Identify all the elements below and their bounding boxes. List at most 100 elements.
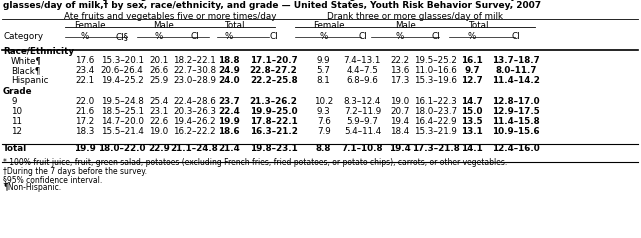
- Text: 20.7: 20.7: [390, 107, 410, 116]
- Text: %: %: [155, 32, 163, 41]
- Text: 19.9: 19.9: [218, 117, 240, 126]
- Text: 12.4–16.0: 12.4–16.0: [492, 144, 540, 153]
- Text: Male: Male: [154, 21, 174, 30]
- Text: 16.1: 16.1: [461, 56, 483, 65]
- Text: Total: Total: [3, 144, 28, 153]
- Text: Female: Female: [313, 21, 345, 30]
- Text: CI: CI: [358, 32, 367, 41]
- Text: 22.7–30.8: 22.7–30.8: [173, 66, 216, 75]
- Text: 18.6: 18.6: [218, 127, 240, 136]
- Text: %: %: [468, 32, 476, 41]
- Text: Category: Category: [3, 32, 43, 41]
- Text: 25.4: 25.4: [149, 97, 169, 106]
- Text: 21.3–26.2: 21.3–26.2: [249, 97, 297, 106]
- Text: %: %: [81, 32, 89, 41]
- Text: 20.1: 20.1: [149, 56, 169, 65]
- Text: 20.3–26.3: 20.3–26.3: [173, 107, 216, 116]
- Text: 21.6: 21.6: [76, 107, 95, 116]
- Text: 22.9: 22.9: [148, 144, 170, 153]
- Text: 17.2: 17.2: [76, 117, 95, 126]
- Text: 24.9: 24.9: [218, 66, 240, 75]
- Text: 15.3–20.1: 15.3–20.1: [101, 56, 144, 65]
- Text: CI: CI: [512, 32, 520, 41]
- Text: 22.4–28.6: 22.4–28.6: [173, 97, 216, 106]
- Text: 7.1–10.8: 7.1–10.8: [342, 144, 383, 153]
- Text: 12.8–17.0: 12.8–17.0: [492, 97, 540, 106]
- Text: Total: Total: [468, 21, 488, 30]
- Text: 8.0–11.7: 8.0–11.7: [495, 66, 537, 75]
- Text: 19.9: 19.9: [74, 144, 96, 153]
- Text: 18.3: 18.3: [75, 127, 95, 136]
- Text: 17.1–20.7: 17.1–20.7: [250, 56, 297, 65]
- Text: 16.3–21.2: 16.3–21.2: [249, 127, 297, 136]
- Text: 8.8: 8.8: [316, 144, 331, 153]
- Text: CI: CI: [431, 32, 440, 41]
- Text: CI: CI: [269, 32, 278, 41]
- Text: 18.8: 18.8: [218, 56, 240, 65]
- Text: 5.4–11.4: 5.4–11.4: [344, 127, 381, 136]
- Text: * 100% fruit juice, fruit, green salad, potatoes (excluding French fries, fried : * 100% fruit juice, fruit, green salad, …: [3, 158, 507, 167]
- Text: glasses/day of milk,† by sex, race/ethnicity, and grade — United States, Youth R: glasses/day of milk,† by sex, race/ethni…: [3, 1, 541, 10]
- Text: 18.0–23.7: 18.0–23.7: [414, 107, 457, 116]
- Text: 9.3: 9.3: [317, 107, 331, 116]
- Text: 25.9: 25.9: [149, 76, 169, 85]
- Text: 8.1: 8.1: [317, 76, 331, 85]
- Text: 13.5: 13.5: [461, 117, 483, 126]
- Text: 18.4: 18.4: [390, 127, 410, 136]
- Text: 22.1: 22.1: [76, 76, 95, 85]
- Text: 17.3–21.8: 17.3–21.8: [412, 144, 460, 153]
- Text: 9.9: 9.9: [317, 56, 330, 65]
- Text: 10.2: 10.2: [314, 97, 333, 106]
- Text: %: %: [395, 32, 404, 41]
- Text: 5.9–9.7: 5.9–9.7: [347, 117, 378, 126]
- Text: 22.0: 22.0: [76, 97, 95, 106]
- Text: 15.5–21.4: 15.5–21.4: [101, 127, 144, 136]
- Text: 13.1: 13.1: [461, 127, 483, 136]
- Text: 18.2–22.1: 18.2–22.1: [173, 56, 216, 65]
- Text: 20.6–26.4: 20.6–26.4: [101, 66, 144, 75]
- Text: 22.6: 22.6: [149, 117, 169, 126]
- Text: 16.1–22.3: 16.1–22.3: [414, 97, 457, 106]
- Text: †During the 7 days before the survey.: †During the 7 days before the survey.: [3, 167, 147, 176]
- Text: 18.0–22.0: 18.0–22.0: [99, 144, 146, 153]
- Text: 23.7: 23.7: [218, 97, 240, 106]
- Text: 11: 11: [11, 117, 22, 126]
- Text: 13.7–18.7: 13.7–18.7: [492, 56, 540, 65]
- Text: Ate fruits and vegetables five or more times/day: Ate fruits and vegetables five or more t…: [64, 12, 276, 21]
- Text: 7.9: 7.9: [317, 127, 331, 136]
- Text: 18.5–25.1: 18.5–25.1: [101, 107, 144, 116]
- Text: 9: 9: [11, 97, 17, 106]
- Text: 15.3–19.6: 15.3–19.6: [414, 76, 457, 85]
- Text: 19.5–25.2: 19.5–25.2: [414, 56, 457, 65]
- Text: 23.0–28.9: 23.0–28.9: [173, 76, 216, 85]
- Text: 17.6: 17.6: [76, 56, 95, 65]
- Text: 22.4: 22.4: [218, 107, 240, 116]
- Text: 17.3: 17.3: [390, 76, 410, 85]
- Text: 19.8–23.1: 19.8–23.1: [250, 144, 297, 153]
- Text: 5.7: 5.7: [317, 66, 331, 75]
- Text: 22.2: 22.2: [390, 56, 410, 65]
- Text: Total: Total: [224, 21, 244, 30]
- Text: CI: CI: [190, 32, 199, 41]
- Text: Hispanic: Hispanic: [11, 76, 49, 85]
- Text: 19.0: 19.0: [390, 97, 410, 106]
- Text: Female: Female: [74, 21, 106, 30]
- Text: 7.4–13.1: 7.4–13.1: [344, 56, 381, 65]
- Text: 22.8–27.2: 22.8–27.2: [250, 66, 297, 75]
- Text: 6.8–9.6: 6.8–9.6: [347, 76, 378, 85]
- Text: 19.4–26.2: 19.4–26.2: [173, 117, 216, 126]
- Text: 15.3–21.9: 15.3–21.9: [414, 127, 457, 136]
- Text: CI§: CI§: [115, 32, 129, 41]
- Text: Male: Male: [395, 21, 415, 30]
- Text: 12.7: 12.7: [461, 76, 483, 85]
- Text: ¶Non-Hispanic.: ¶Non-Hispanic.: [3, 183, 61, 192]
- Text: White¶: White¶: [11, 56, 42, 65]
- Text: 19.9–25.0: 19.9–25.0: [250, 107, 297, 116]
- Text: 7.6: 7.6: [317, 117, 331, 126]
- Text: §95% confidence interval.: §95% confidence interval.: [3, 175, 103, 184]
- Text: 19.4: 19.4: [390, 117, 410, 126]
- Text: Drank three or more glasses/day of milk: Drank three or more glasses/day of milk: [327, 12, 503, 21]
- Text: 23.4: 23.4: [76, 66, 95, 75]
- Text: 10: 10: [11, 107, 22, 116]
- Text: 12.9–17.5: 12.9–17.5: [492, 107, 540, 116]
